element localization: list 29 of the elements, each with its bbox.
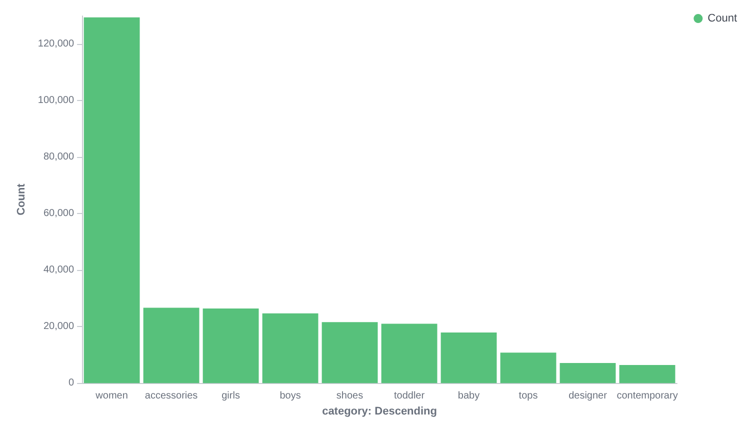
legend-label: Count	[708, 12, 738, 24]
x-tick-label: boys	[280, 390, 301, 402]
bar	[500, 352, 556, 384]
x-tick-label: contemporary	[616, 390, 678, 402]
bar	[143, 308, 200, 384]
bar	[322, 322, 378, 384]
bar	[202, 308, 259, 384]
y-tick-label: 120,000	[38, 38, 74, 50]
x-axis-title: category: Descending	[322, 406, 437, 418]
x-tick-label: toddler	[394, 390, 426, 402]
bar	[440, 332, 497, 384]
x-tick-label: designer	[568, 390, 608, 402]
x-tick-label: baby	[458, 390, 480, 402]
x-tick-label: shoes	[336, 390, 364, 402]
y-axis-title: Count	[16, 183, 28, 216]
x-tick-label: women	[94, 390, 128, 402]
x-tick-label: girls	[222, 390, 240, 402]
bar	[381, 324, 438, 384]
y-tick-label: 100,000	[38, 95, 74, 106]
y-tick-label: 80,000	[43, 152, 74, 163]
bar	[262, 313, 318, 384]
bar	[560, 363, 616, 384]
x-tick-label: accessories	[144, 390, 198, 402]
y-tick-label: 40,000	[43, 264, 74, 276]
y-tick-label: 60,000	[43, 208, 74, 220]
bar	[619, 365, 676, 384]
y-tick-label: 20,000	[43, 321, 74, 332]
x-tick-label: tops	[518, 390, 538, 402]
y-tick-label: 0	[68, 378, 74, 389]
